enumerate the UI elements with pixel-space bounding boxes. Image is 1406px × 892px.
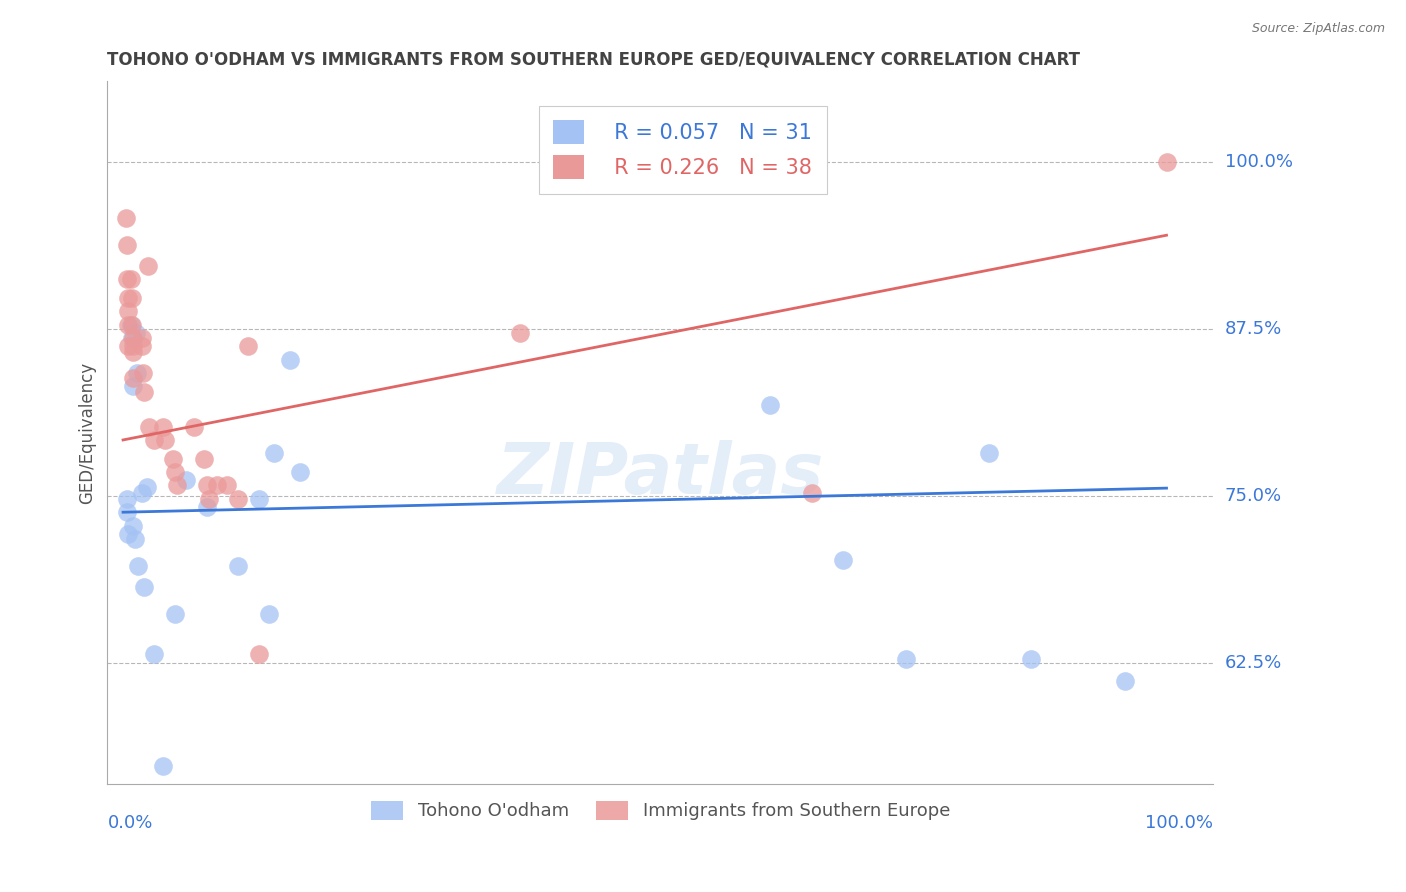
Point xyxy=(195,478,218,492)
Point xyxy=(117,526,139,541)
Point xyxy=(117,318,139,332)
Point xyxy=(131,339,153,353)
Point xyxy=(174,473,197,487)
Point xyxy=(832,553,855,567)
Point xyxy=(894,652,917,666)
Point xyxy=(153,433,176,447)
Point xyxy=(290,465,312,479)
Point xyxy=(132,366,155,380)
Point xyxy=(977,446,1000,460)
Point xyxy=(193,451,215,466)
Point xyxy=(122,371,145,385)
Point xyxy=(120,318,142,332)
Point xyxy=(124,326,146,340)
Text: 0.0%: 0.0% xyxy=(107,814,153,832)
Point xyxy=(152,759,174,773)
Point xyxy=(247,647,270,661)
Point xyxy=(138,419,160,434)
Point xyxy=(1019,652,1042,666)
Point xyxy=(183,419,205,434)
Point xyxy=(1156,154,1178,169)
Text: Source: ZipAtlas.com: Source: ZipAtlas.com xyxy=(1251,22,1385,36)
Point xyxy=(122,518,145,533)
Point xyxy=(121,291,143,305)
Point xyxy=(122,339,145,353)
Point xyxy=(125,366,148,380)
Text: 87.5%: 87.5% xyxy=(1225,320,1282,338)
Point xyxy=(115,505,138,519)
Point xyxy=(195,500,218,514)
Point xyxy=(162,451,184,466)
Legend: Tohono O'odham, Immigrants from Southern Europe: Tohono O'odham, Immigrants from Southern… xyxy=(371,801,950,821)
Point xyxy=(115,237,138,252)
Point xyxy=(131,486,153,500)
Point xyxy=(136,480,159,494)
Point xyxy=(122,344,145,359)
Point xyxy=(1114,673,1136,688)
Point xyxy=(800,486,823,500)
Point xyxy=(257,607,280,621)
Point xyxy=(117,339,139,353)
Point xyxy=(115,272,138,286)
Point xyxy=(127,558,149,573)
Point xyxy=(132,580,155,594)
Point xyxy=(136,259,159,273)
Point xyxy=(263,446,285,460)
Point xyxy=(217,478,239,492)
Point xyxy=(120,272,142,286)
Text: 100.0%: 100.0% xyxy=(1225,153,1292,170)
Point xyxy=(509,326,531,340)
Point xyxy=(124,532,146,546)
Point xyxy=(121,331,143,345)
Point xyxy=(122,379,145,393)
Point xyxy=(278,352,301,367)
Point xyxy=(197,491,219,506)
Point xyxy=(117,304,139,318)
Text: TOHONO O'ODHAM VS IMMIGRANTS FROM SOUTHERN EUROPE GED/EQUIVALENCY CORRELATION CH: TOHONO O'ODHAM VS IMMIGRANTS FROM SOUTHE… xyxy=(107,51,1080,69)
Point xyxy=(238,339,260,353)
Point xyxy=(226,558,249,573)
Text: ZIPatlas: ZIPatlas xyxy=(496,441,824,509)
Point xyxy=(122,331,145,345)
Point xyxy=(205,478,228,492)
Point xyxy=(115,491,138,506)
Point xyxy=(131,331,153,345)
Point xyxy=(143,433,166,447)
Point xyxy=(759,398,782,412)
Point xyxy=(165,607,187,621)
Point xyxy=(143,647,166,661)
Point xyxy=(152,419,174,434)
Y-axis label: GED/Equivalency: GED/Equivalency xyxy=(79,361,96,504)
Text: 100.0%: 100.0% xyxy=(1146,814,1213,832)
Point xyxy=(247,491,270,506)
Point xyxy=(166,478,188,492)
Point xyxy=(121,318,143,332)
Point xyxy=(117,291,139,305)
Point xyxy=(132,384,155,399)
Point xyxy=(115,211,138,225)
Text: 75.0%: 75.0% xyxy=(1225,487,1282,505)
Point xyxy=(165,465,187,479)
Text: 62.5%: 62.5% xyxy=(1225,655,1282,673)
Point xyxy=(226,491,249,506)
